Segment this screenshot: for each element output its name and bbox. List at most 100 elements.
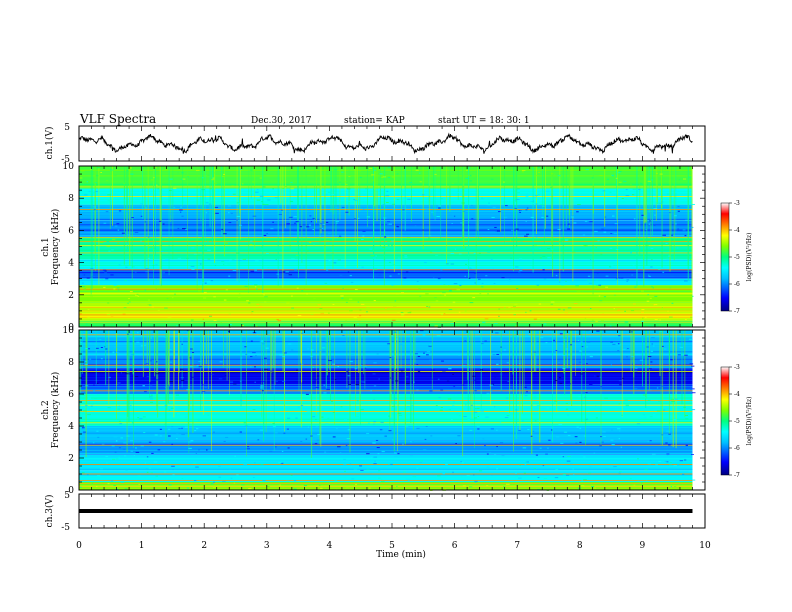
spectrogram-speckle [653, 304, 655, 306]
spectrogram-speckle [110, 316, 114, 318]
spectrogram-speckle [579, 341, 584, 343]
spectrogram-speckle [172, 469, 174, 471]
spectrogram-speckle [585, 418, 589, 420]
spectrogram-speckle [312, 229, 314, 231]
spectrogram-speckle [462, 478, 466, 480]
spectrogram-speckle [181, 172, 184, 174]
spectrogram-speckle [127, 302, 129, 304]
spectrogram-speckle [378, 470, 381, 472]
spectrogram-speckle [514, 266, 519, 268]
spectrogram-speckle [190, 265, 195, 267]
spectrogram-speckle [318, 484, 321, 486]
spectrogram-speckle [661, 434, 664, 436]
spectrogram-speckle [604, 397, 608, 399]
spectrogram-speckle [469, 302, 474, 304]
spectrogram-speckle [102, 269, 107, 271]
spectrogram-speckle [85, 360, 87, 362]
spectrogram-speckle [677, 354, 681, 356]
spectrogram-speckle [206, 281, 211, 283]
spectrogram-speckle [282, 356, 286, 358]
spectrogram-speckle [467, 419, 470, 421]
spectrogram-speckle [313, 244, 315, 246]
spectrogram-speckle [339, 452, 342, 454]
frequency-tick-label: 10 [63, 162, 75, 172]
spectrogram-speckle [120, 481, 125, 483]
spectrogram-speckle [118, 456, 120, 458]
spectrogram-speckle [499, 442, 504, 444]
spectrogram-speckle [567, 435, 571, 437]
spectrogram-speckle [506, 483, 510, 485]
spectrogram-speckle [333, 169, 338, 171]
spectrogram-speckle [190, 440, 194, 442]
spectrogram-speckle [150, 179, 154, 181]
spectrogram-row [79, 455, 693, 457]
spectrogram-speckle [388, 464, 390, 466]
spectrogram-speckle [157, 309, 160, 311]
spectrogram-speckle [530, 435, 533, 437]
spectrogram-speckle [557, 308, 561, 310]
spectrogram-speckle [250, 312, 253, 314]
spectrogram-speckle [96, 430, 99, 432]
spectrogram-speckle [586, 346, 588, 348]
spectrogram-speckle [589, 383, 593, 385]
spectrogram-speckle [481, 282, 484, 284]
spectrogram-speckle [128, 373, 133, 375]
spectrogram-speckle [285, 272, 290, 274]
spectrogram-speckle [682, 473, 685, 475]
spectrogram-row [79, 300, 693, 303]
spectrogram-row [79, 313, 693, 315]
spectrogram-speckle [691, 203, 696, 205]
spectrogram-speckle [562, 309, 565, 311]
spectrogram-speckle [213, 320, 217, 322]
spectrogram-speckle [449, 289, 452, 291]
spectrogram-speckle [669, 287, 672, 289]
spectrogram-speckle [605, 468, 609, 470]
spectrogram-speckle [170, 213, 172, 215]
spectrogram-speckle [270, 228, 274, 230]
spectrogram-speckle [583, 456, 586, 458]
spectrogram-speckle [105, 211, 109, 213]
spectrogram-speckle [612, 343, 616, 345]
spectrogram-speckle [167, 294, 170, 296]
spectrogram-speckle [339, 235, 342, 237]
spectrogram-speckle [646, 480, 648, 482]
spectrogram-speckle [330, 253, 335, 255]
spectrogram-speckle [498, 308, 501, 310]
spectrogram-speckle [182, 228, 186, 230]
spectrogram-speckle [112, 261, 115, 263]
spectrogram-row [79, 221, 693, 223]
spectrogram-row [79, 444, 693, 446]
spectrogram-speckle [253, 369, 257, 371]
spectrogram-speckle [125, 266, 128, 268]
spectrogram-speckle [272, 188, 274, 190]
spectrogram-speckle [93, 384, 95, 386]
spectrogram-speckle [309, 242, 312, 244]
spectrogram-speckle [451, 223, 453, 225]
spectrogram-speckle [104, 270, 107, 272]
spectrogram-speckle [426, 305, 429, 307]
spectrogram-speckle [244, 339, 247, 341]
spectrogram-speckle [370, 457, 373, 459]
spectrogram-row [79, 315, 693, 318]
spectrogram-speckle [665, 318, 669, 320]
spectrogram-speckle [111, 445, 115, 447]
spectrogram-speckle [691, 409, 696, 411]
spectrogram-speckle [296, 287, 299, 289]
spectrogram-speckle [618, 438, 621, 440]
spectrogram-speckle [422, 229, 424, 231]
spectrogram-speckle [93, 192, 96, 194]
spectrogram-speckle [472, 375, 476, 377]
spectrogram-speckle [290, 349, 294, 351]
spectrogram-row [79, 202, 693, 204]
spectrogram-speckle [81, 472, 85, 474]
spectrogram-speckle [252, 181, 255, 183]
ch3-ytick-top: 5 [64, 491, 70, 501]
spectrogram-speckle [100, 347, 103, 349]
spectrogram-speckle [228, 222, 232, 224]
spectrogram-speckle [567, 414, 570, 416]
spectrogram-speckle [224, 375, 227, 377]
spectrogram-speckle [261, 201, 263, 203]
spectrogram-speckle [250, 240, 253, 242]
spectrogram-speckle [647, 274, 650, 276]
spectrogram-speckle [176, 325, 178, 327]
